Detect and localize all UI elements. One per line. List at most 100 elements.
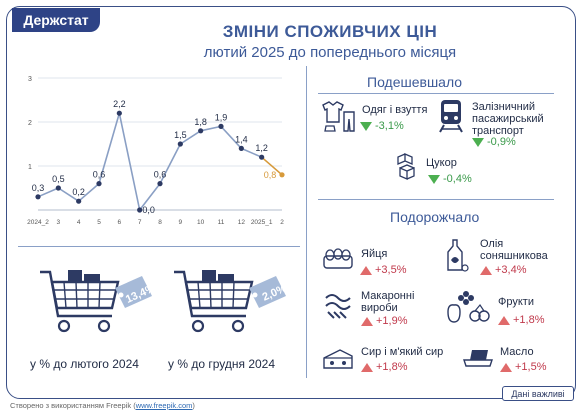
train-icon [439, 100, 463, 133]
item-value-fruit: +1,8% [498, 314, 545, 326]
x-tick-label: 3 [57, 219, 61, 226]
y-tick-label: 1 [28, 164, 32, 171]
data-label: 0,5 [52, 174, 65, 184]
pasta-icon [325, 294, 351, 319]
page-title: ЗМІНИ СПОЖИВЧИХ ЦІН [222, 22, 438, 41]
data-point [157, 181, 163, 187]
up-arrow-icon [500, 362, 512, 372]
line-chart: 123 0,30,50,20,62,20,00,61,51,8 1,91,41,2… [27, 76, 285, 226]
summary-december-caption: у % до грудня 2024 [168, 357, 276, 371]
data-point [198, 128, 204, 134]
down-arrow-icon [428, 174, 440, 184]
cheaper-heading-underline [318, 93, 554, 94]
sugar-icon [397, 153, 415, 180]
data-label: 0,3 [32, 183, 45, 193]
data-label: 1,2 [255, 143, 268, 153]
page-subtitle: лютий 2025 до попереднього місяця [203, 44, 457, 61]
data-point [238, 145, 244, 151]
series-line-segment [98, 112, 121, 184]
fruit-icon [447, 291, 490, 323]
data-important-button[interactable]: Дані важливі [502, 386, 574, 401]
item-label-eggs: Яйця [361, 248, 388, 260]
x-tick-label: 2 [280, 219, 284, 226]
y-tick-label: 3 [28, 76, 32, 83]
data-label: 1,5 [174, 130, 187, 140]
data-point [96, 181, 102, 187]
data-label: 0,0 [142, 205, 155, 215]
freepik-link[interactable]: www.freepik.com [135, 401, 193, 410]
item-label-fruit: Фрукти [498, 296, 534, 308]
up-arrow-icon [498, 315, 510, 325]
x-tick-label: 11 [218, 219, 225, 226]
data-point [137, 207, 143, 213]
divider-chart [18, 246, 300, 247]
data-label: 2,2 [113, 99, 126, 109]
item-value-clothes: -3,1% [360, 120, 404, 132]
up-arrow-icon [361, 362, 373, 372]
x-tick-label: 4 [77, 219, 81, 226]
series-line-segment [261, 156, 283, 176]
x-tick-label: 12 [238, 219, 246, 226]
item-label-pasta: Макаронні вироби [361, 290, 415, 314]
item-label-oil: Олія соняшникова [480, 238, 548, 262]
eggs-icon [323, 248, 353, 269]
item-value-butter: +1,5% [500, 361, 547, 373]
data-label: 0,2 [72, 187, 85, 197]
item-value-train: -0,9% [472, 136, 516, 148]
item-value-sugar: -0,4% [428, 173, 472, 185]
data-point [35, 194, 41, 200]
data-point [279, 172, 285, 178]
item-label-clothes: Одяг і взуття [362, 104, 428, 116]
up-arrow-icon [361, 316, 373, 326]
pricier-heading: Подорожчало [390, 209, 480, 225]
item-label-train: Залізничний пасажирський транспорт [472, 101, 544, 137]
data-label: 0,8 [264, 170, 277, 180]
x-tick-label: 2024_2 [27, 219, 49, 226]
series-line-segment [78, 182, 100, 202]
series-line-segment [159, 143, 182, 184]
cart-icon-december [174, 270, 286, 333]
item-value-eggs: +3,5% [360, 264, 407, 276]
down-arrow-icon [472, 137, 484, 147]
data-point [218, 123, 224, 129]
item-label-butter: Масло [500, 346, 534, 358]
up-arrow-icon [480, 265, 492, 275]
series-line-segment [241, 147, 262, 158]
cart-icon-year [40, 270, 152, 333]
butter-icon [463, 350, 493, 367]
x-tick-label: 8 [158, 219, 162, 226]
series-line-segment [37, 187, 59, 198]
summary-year-caption: у % до лютого 2024 [30, 357, 139, 371]
item-value-pasta: +1,9% [361, 315, 408, 327]
cheaper-heading: Подешевшало [367, 74, 463, 90]
page-frame [6, 6, 576, 399]
clothes-icon [322, 101, 355, 132]
cheese-icon [323, 349, 353, 369]
series-line-segment [200, 125, 222, 132]
data-point [55, 185, 61, 191]
item-value-oil: +3,4% [480, 264, 527, 276]
data-point [177, 141, 183, 147]
x-tick-label: 2025_1 [251, 219, 273, 226]
data-point [116, 110, 122, 116]
data-label: 1,9 [215, 112, 228, 122]
data-point [76, 198, 82, 204]
x-tick-label: 6 [118, 219, 122, 226]
x-tick-label: 10 [197, 219, 205, 226]
data-label: 0,6 [154, 170, 167, 180]
x-tick-label: 7 [138, 219, 142, 226]
logo: Держстат [12, 8, 100, 32]
vertical-divider [306, 66, 307, 378]
oil-icon [447, 239, 469, 272]
series-line-segment [118, 113, 141, 211]
series-line-segment [220, 125, 242, 149]
footer-credit: Створено з використанням Freepik (www.fr… [10, 401, 195, 410]
data-label: 1,4 [235, 134, 248, 144]
down-arrow-icon [360, 121, 372, 131]
item-label-cheese: Сир і м'який сир [361, 346, 444, 358]
x-tick-label: 5 [97, 219, 101, 226]
item-label-sugar: Цукор [426, 157, 457, 169]
series-line-segment [139, 183, 161, 211]
data-point [259, 154, 265, 160]
data-label: 0,6 [93, 170, 106, 180]
